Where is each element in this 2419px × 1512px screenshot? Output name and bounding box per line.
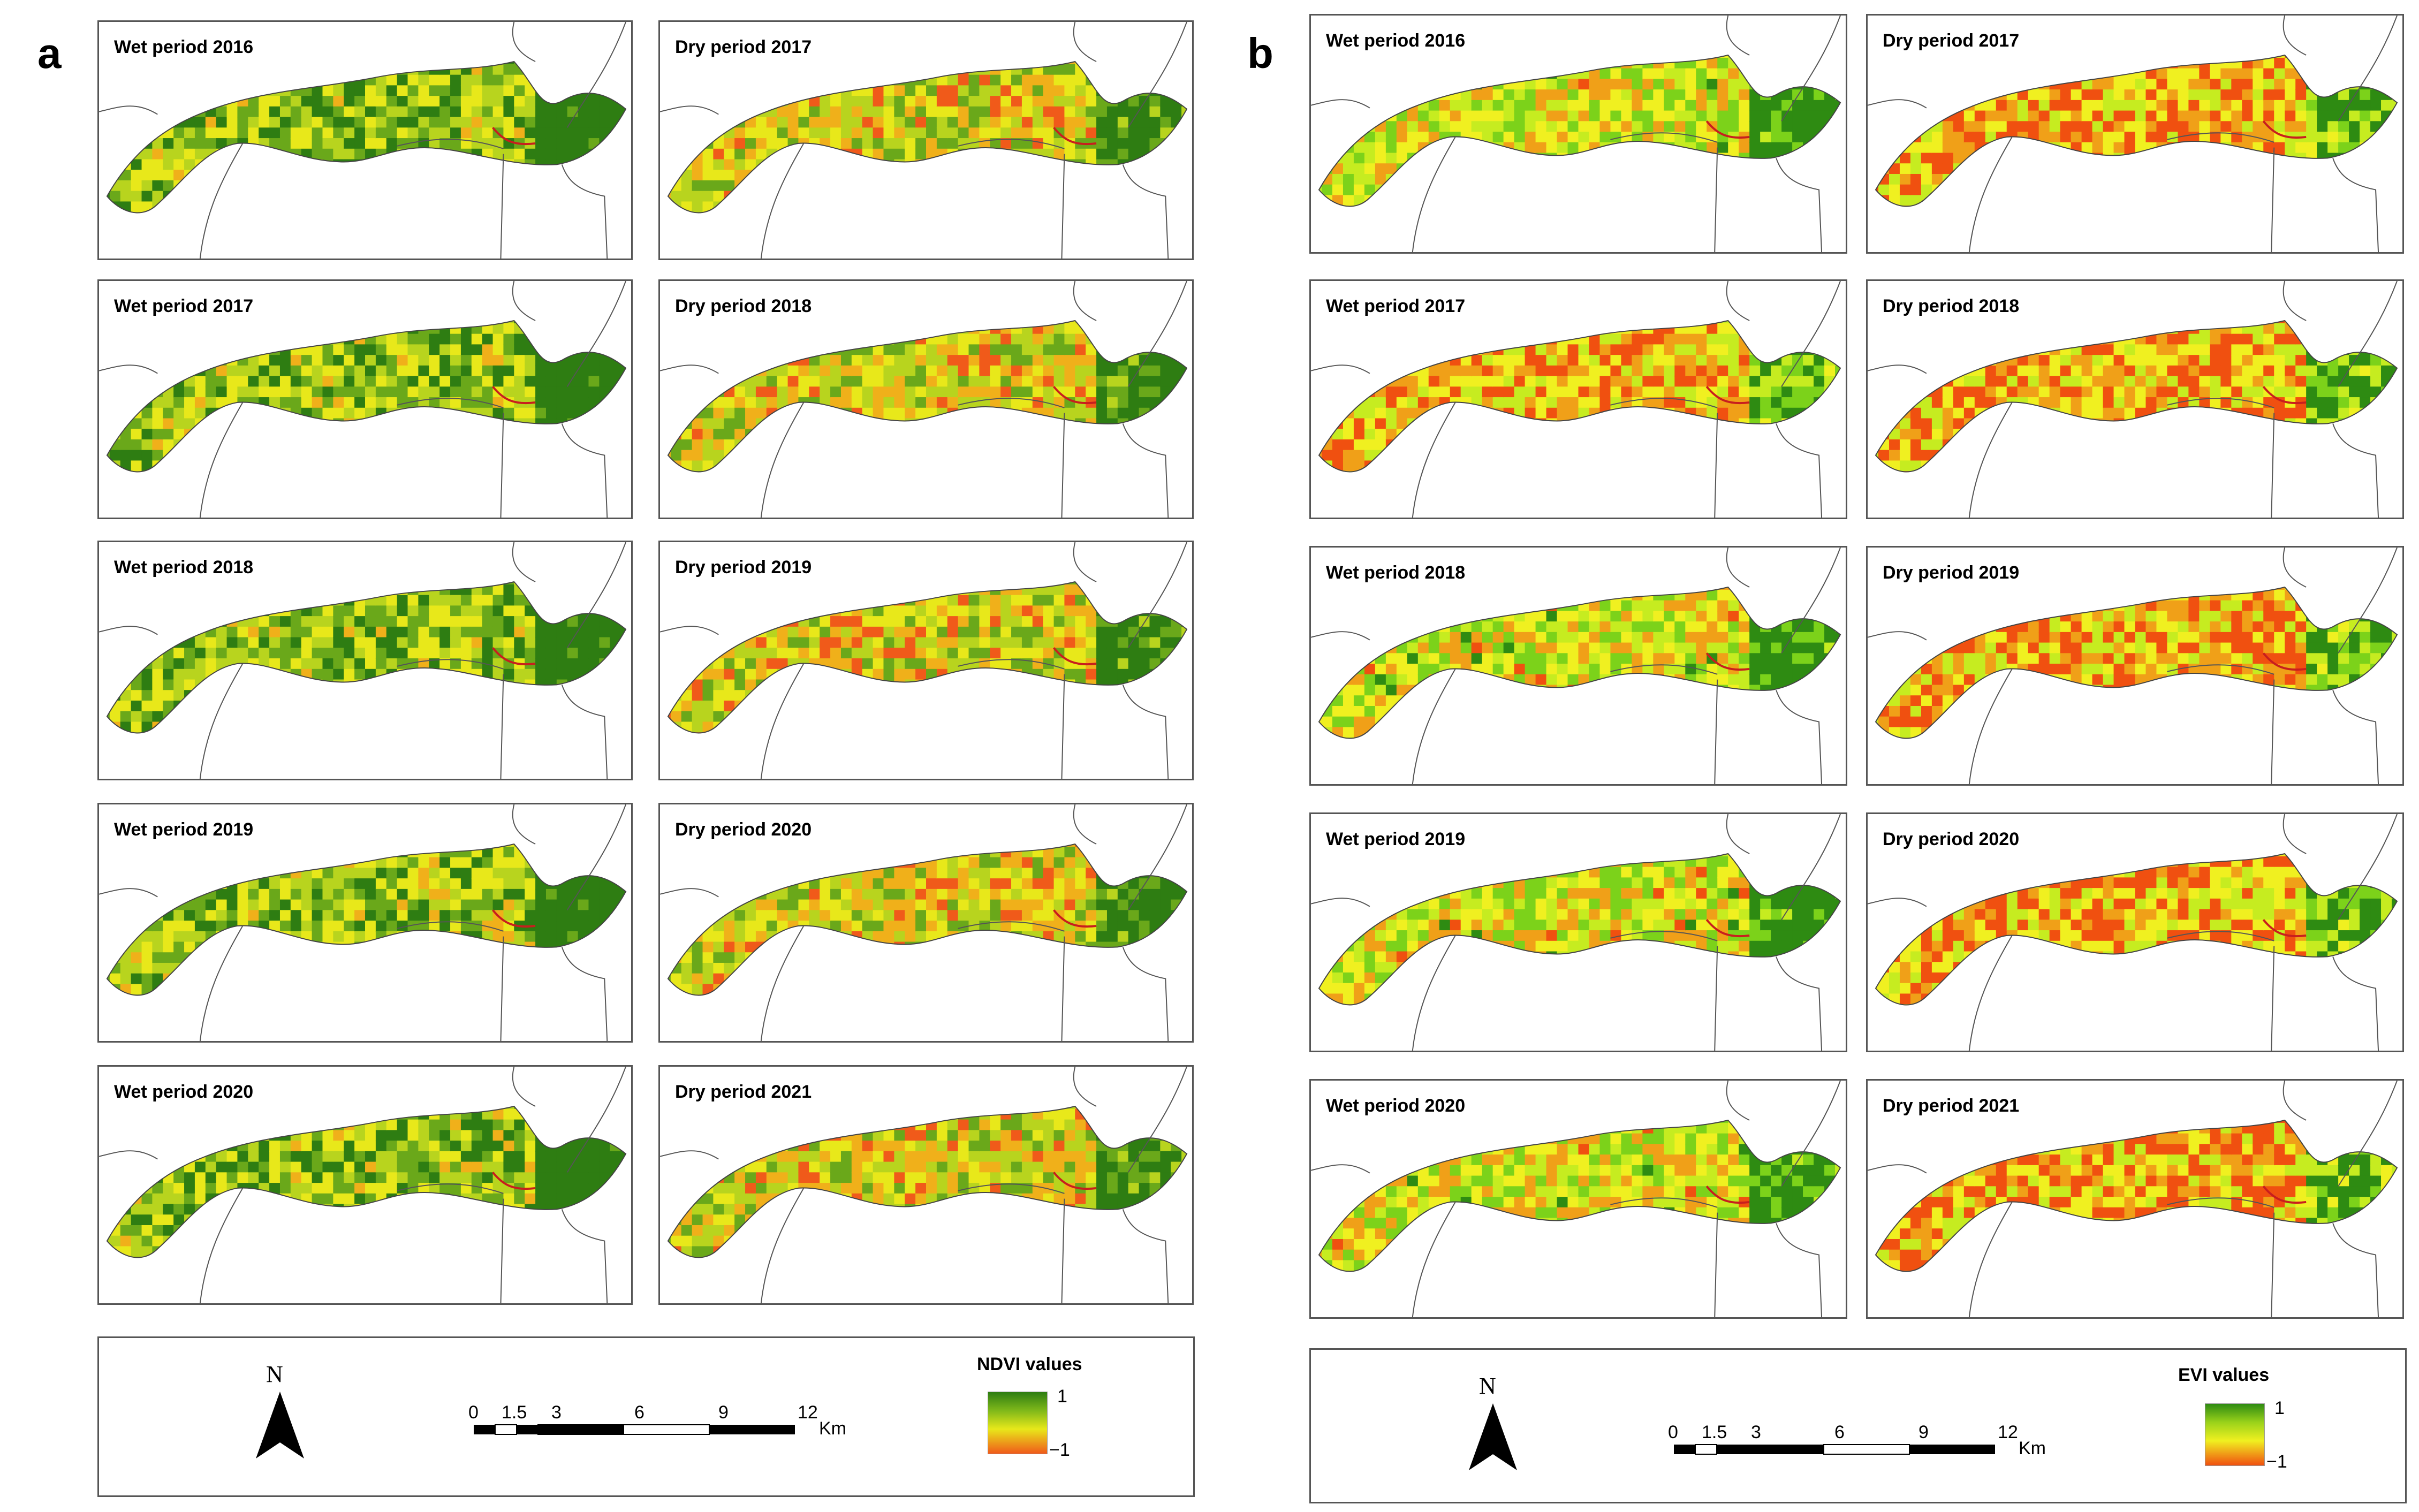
vegetation-index-map xyxy=(660,804,1188,1041)
scale-tick-label: 12 xyxy=(1998,1422,2018,1442)
map-panel-a-5: Wet period 2018 xyxy=(97,541,633,780)
map-title: Dry period 2018 xyxy=(675,296,812,316)
vegetation-index-map xyxy=(99,22,627,259)
scale-tick-label: 12 xyxy=(798,1402,818,1423)
scale-tick-label: 9 xyxy=(1918,1422,1929,1442)
map-title: Dry period 2020 xyxy=(1883,829,2020,849)
map-panel-a-2: Dry period 2017 xyxy=(658,20,1194,260)
vegetation-index-map xyxy=(1868,548,2398,784)
map-panel-b-8: Dry period 2020 xyxy=(1866,812,2404,1052)
vegetation-index-map xyxy=(1311,814,1841,1051)
map-title: Dry period 2020 xyxy=(675,819,812,840)
legend-title-a: NDVI values xyxy=(977,1354,1082,1374)
scale-bar xyxy=(1674,1444,1995,1455)
map-panel-b-7: Wet period 2019 xyxy=(1309,812,1847,1052)
map-panel-a-10: Dry period 2021 xyxy=(658,1065,1194,1305)
map-panel-a-4: Dry period 2018 xyxy=(658,279,1194,519)
map-title: Dry period 2017 xyxy=(1883,31,2020,51)
map-panel-a-7: Wet period 2019 xyxy=(97,803,633,1043)
vegetation-index-map xyxy=(660,542,1188,779)
map-title: Wet period 2019 xyxy=(114,819,254,840)
map-panel-b-3: Wet period 2017 xyxy=(1309,279,1847,519)
map-panel-b-10: Dry period 2021 xyxy=(1866,1079,2404,1319)
map-title: Dry period 2017 xyxy=(675,37,812,57)
map-panel-a-1: Wet period 2016 xyxy=(97,20,633,260)
scale-unit: Km xyxy=(819,1418,846,1439)
map-panel-a-9: Wet period 2020 xyxy=(97,1065,633,1305)
scale-tick-label: 6 xyxy=(634,1402,644,1423)
footer-panel-b: N 0 1.5 3 6 9 12 Km EVI values 1 −1 xyxy=(1309,1348,2407,1503)
vegetation-index-map xyxy=(1311,1081,1841,1317)
vegetation-index-map xyxy=(660,22,1188,259)
north-label-b: N xyxy=(1479,1373,1496,1399)
figure-label-a: a xyxy=(37,29,62,77)
legend-min-b: −1 xyxy=(2266,1452,2287,1472)
footer-panel-a: N 0 1.5 3 6 9 12 Km NDVI values 1 −1 xyxy=(97,1336,1195,1497)
scale-unit: Km xyxy=(2019,1438,2046,1458)
scale-bar xyxy=(474,1424,795,1435)
map-title: Dry period 2019 xyxy=(675,557,812,578)
map-title: Wet period 2017 xyxy=(1326,296,1466,316)
map-panel-b-6: Dry period 2019 xyxy=(1866,546,2404,786)
north-label-a: N xyxy=(266,1361,283,1387)
vegetation-index-map xyxy=(1868,16,2398,252)
scale-tick-label: 6 xyxy=(1834,1422,1845,1442)
map-title: Wet period 2016 xyxy=(1326,31,1466,51)
scale-tick-label: 9 xyxy=(718,1402,729,1423)
map-title: Dry period 2021 xyxy=(1883,1096,2020,1116)
legend-max-b: 1 xyxy=(2274,1398,2285,1418)
vegetation-index-map xyxy=(1311,16,1841,252)
scale-tick-label: 3 xyxy=(551,1402,562,1423)
vegetation-index-map xyxy=(1311,548,1841,784)
vegetation-index-map xyxy=(99,281,627,518)
legend-max-a: 1 xyxy=(1057,1386,1067,1407)
map-title: Wet period 2020 xyxy=(114,1082,254,1102)
vegetation-index-map xyxy=(1868,1081,2398,1317)
vegetation-index-map xyxy=(660,281,1188,518)
map-title: Wet period 2018 xyxy=(114,557,254,578)
vegetation-index-map xyxy=(1311,281,1841,518)
north-arrow-icon xyxy=(256,1392,304,1458)
vegetation-index-map xyxy=(1868,814,2398,1051)
map-title: Dry period 2021 xyxy=(675,1082,812,1102)
map-panel-a-8: Dry period 2020 xyxy=(658,803,1194,1043)
map-title: Dry period 2018 xyxy=(1883,296,2020,316)
map-panel-a-3: Wet period 2017 xyxy=(97,279,633,519)
vegetation-index-map xyxy=(99,804,627,1041)
vegetation-index-map xyxy=(660,1067,1188,1303)
map-title: Wet period 2020 xyxy=(1326,1096,1466,1116)
map-title: Wet period 2019 xyxy=(1326,829,1466,849)
map-panel-b-2: Dry period 2017 xyxy=(1866,14,2404,254)
vegetation-index-map xyxy=(99,1067,627,1303)
vegetation-index-map xyxy=(1868,281,2398,518)
scale-tick-label: 3 xyxy=(1751,1422,1761,1442)
map-title: Wet period 2018 xyxy=(1326,563,1466,583)
scale-tick-label: 0 xyxy=(1668,1422,1678,1442)
map-panel-b-4: Dry period 2018 xyxy=(1866,279,2404,519)
map-panel-b-1: Wet period 2016 xyxy=(1309,14,1847,254)
legend-min-a: −1 xyxy=(1049,1440,1070,1460)
map-panel-b-5: Wet period 2018 xyxy=(1309,546,1847,786)
map-panel-b-9: Wet period 2020 xyxy=(1309,1079,1847,1319)
legend-title-b: EVI values xyxy=(2178,1365,2270,1385)
figure-label-b: b xyxy=(1247,29,1273,77)
scale-tick-label: 1.5 xyxy=(502,1402,527,1423)
scale-tick-label: 1.5 xyxy=(1702,1422,1727,1442)
map-title: Wet period 2016 xyxy=(114,37,254,57)
legend-ramp-b xyxy=(2205,1403,2265,1466)
legend-ramp-a xyxy=(988,1392,1048,1454)
map-panel-a-6: Dry period 2019 xyxy=(658,541,1194,780)
north-arrow-icon xyxy=(1469,1403,1517,1470)
vegetation-index-map xyxy=(99,542,627,779)
scale-tick-label: 0 xyxy=(468,1402,479,1423)
map-title: Dry period 2019 xyxy=(1883,563,2020,583)
map-title: Wet period 2017 xyxy=(114,296,254,316)
